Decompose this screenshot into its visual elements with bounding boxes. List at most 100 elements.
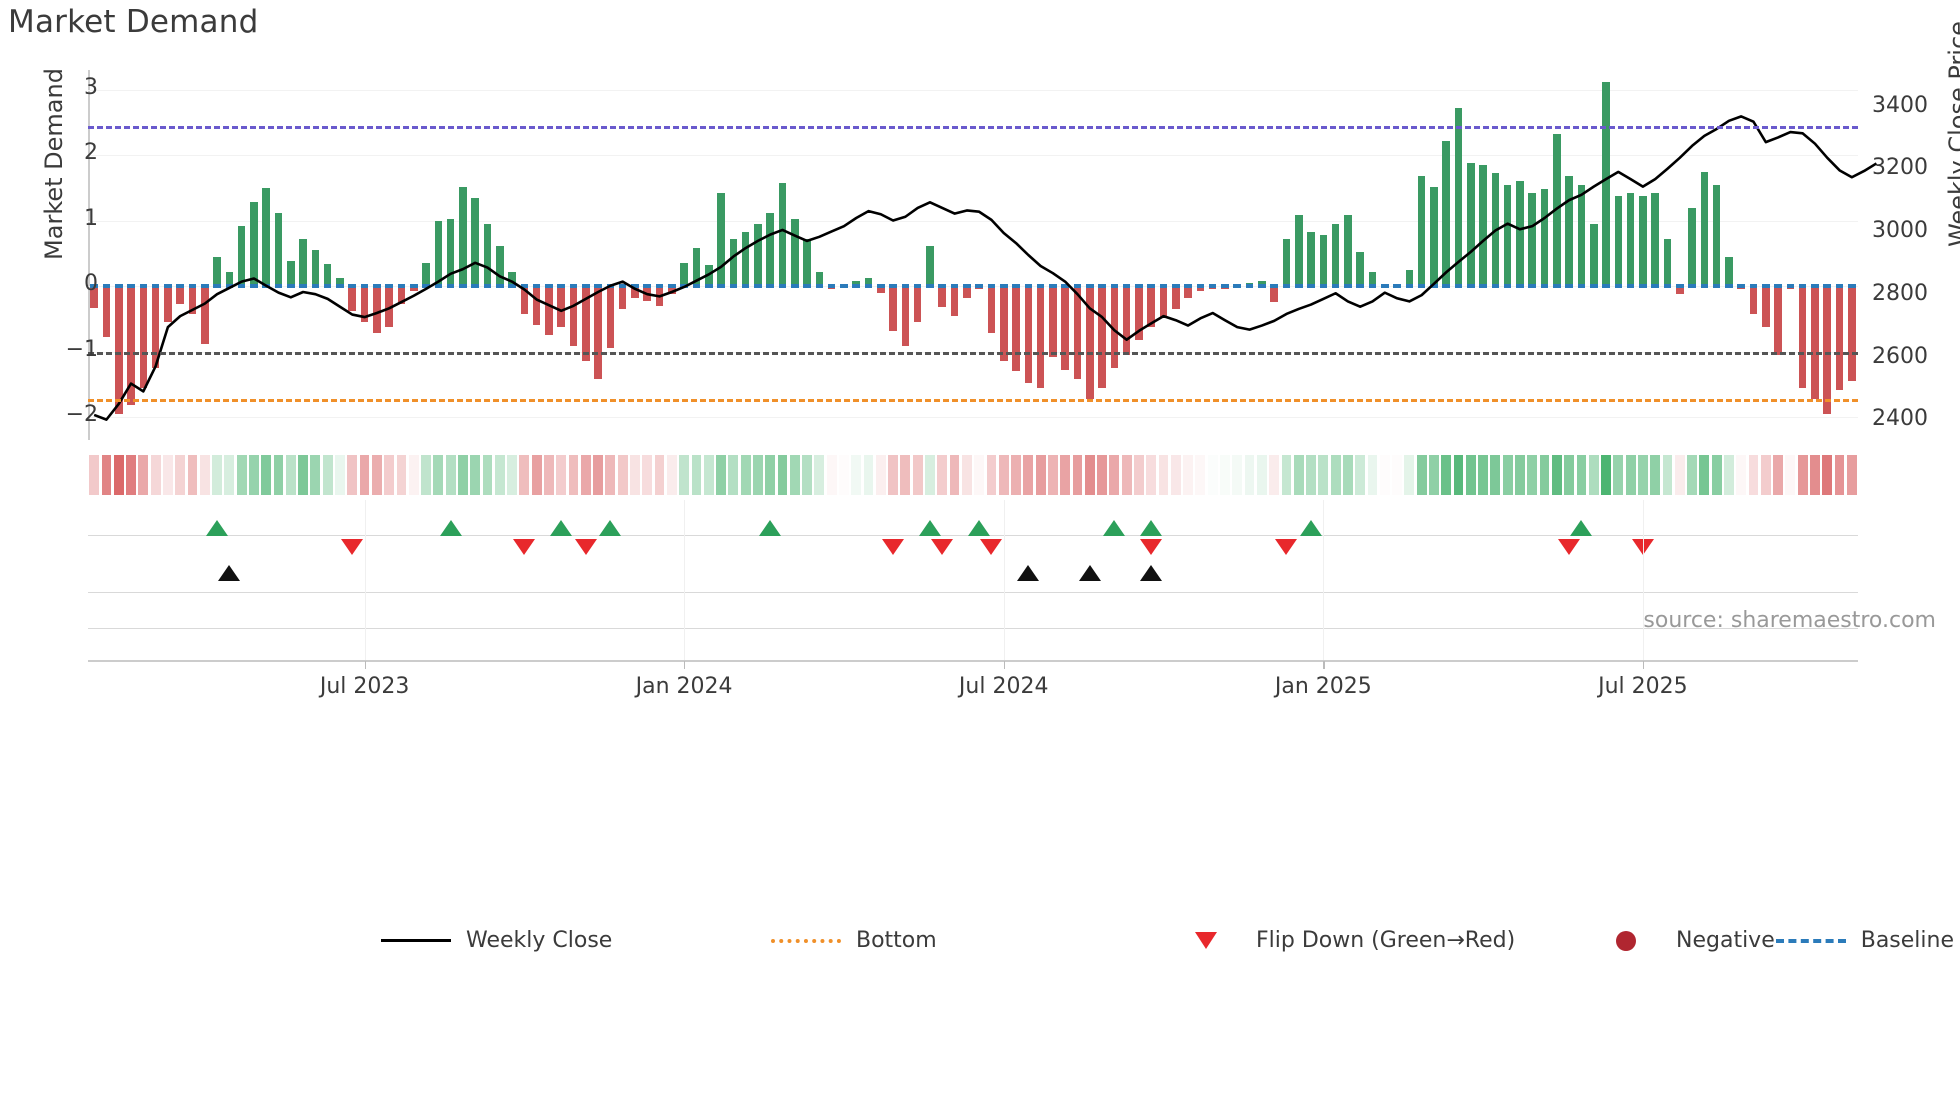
demand-bar	[483, 223, 492, 287]
demand-bar	[532, 286, 541, 326]
demand-bar	[741, 232, 750, 287]
flip-marker-row-line-2	[88, 592, 1858, 593]
heatmap-cell	[1662, 455, 1673, 495]
demand-bar	[631, 286, 639, 298]
baseline-stub	[213, 284, 221, 289]
y-tick-left--1: −1	[65, 336, 98, 362]
heatmap-cell	[494, 455, 505, 495]
demand-bar	[127, 286, 135, 406]
heatmap-cell	[1515, 455, 1525, 495]
legend-triangle-down-icon	[1170, 929, 1242, 953]
baseline-stub	[729, 284, 738, 289]
heatmap-cell	[507, 455, 517, 495]
demand-bar	[545, 286, 553, 336]
y-tick-right-3400: 3400	[1872, 92, 1928, 118]
heatmap-cell	[1072, 455, 1083, 495]
x-tick-mark	[1323, 661, 1325, 669]
demand-bar	[1811, 286, 1819, 399]
heatmap-cell	[384, 455, 395, 495]
flip-down-marker	[882, 539, 905, 555]
legend-item-label: Weekly Close	[466, 928, 613, 953]
baseline-stub	[766, 284, 774, 289]
heatmap-cell	[1551, 455, 1562, 495]
heatmap-cell	[1060, 455, 1071, 495]
demand-bar	[668, 286, 676, 294]
heatmap-cell	[998, 455, 1009, 495]
demand-bar	[618, 286, 627, 310]
flip-up-marker	[1570, 520, 1593, 536]
baseline-stub	[1405, 284, 1414, 289]
demand-bar	[1712, 184, 1721, 287]
source-note: source: sharemaestro.com	[1643, 608, 1936, 633]
heatmap-cell	[826, 455, 837, 495]
heatmap-cell	[175, 455, 186, 495]
heatmap-cell	[1650, 455, 1661, 495]
baseline-stub	[1503, 284, 1512, 289]
baseline-stub	[237, 284, 246, 289]
y-tick-right-2800: 2800	[1872, 280, 1928, 306]
baseline-stub	[827, 284, 836, 289]
heatmap-cell	[1785, 455, 1796, 495]
baseline-stub	[385, 284, 393, 289]
x-tick-mark	[1003, 661, 1006, 669]
baseline-stub	[557, 284, 566, 289]
demand-bar	[1577, 184, 1586, 287]
heatmap-cell	[1465, 455, 1476, 495]
heatmap-cell	[1158, 455, 1169, 495]
heatmap-cell	[1207, 455, 1218, 495]
heatmap-cell	[839, 455, 849, 495]
demand-bar	[1528, 193, 1537, 287]
heatmap-cell	[1810, 455, 1820, 495]
legend-item[interactable]: Weekly Close	[380, 925, 770, 956]
legend-item[interactable]: Bottom	[770, 925, 1170, 956]
baseline-stub	[864, 284, 873, 289]
heatmap-cell	[716, 455, 726, 495]
demand-bar	[422, 263, 430, 287]
flip-down-marker	[1275, 539, 1298, 555]
demand-bar	[926, 245, 934, 287]
baseline-stub	[1135, 284, 1143, 289]
heatmap-cell	[1773, 455, 1784, 495]
baseline-stub	[790, 284, 799, 289]
demand-bar	[446, 219, 455, 287]
heatmap-cell	[1674, 455, 1685, 495]
baseline-stub	[299, 284, 307, 289]
demand-bar	[1307, 232, 1315, 287]
baseline-stub	[1602, 284, 1610, 289]
legend-item[interactable]: Flip Down (Green→Red)	[1170, 925, 1590, 956]
demand-bar	[409, 286, 418, 292]
heatmap-cell	[1453, 455, 1464, 495]
baseline-stub	[1430, 284, 1438, 289]
flip-down-marker	[931, 539, 954, 555]
legend-item[interactable]: Negative	[1590, 925, 1775, 956]
demand-bar	[1700, 171, 1709, 287]
legend-item[interactable]: Baseline (0)	[1775, 925, 1960, 956]
demand-bar	[1147, 286, 1156, 327]
baseline-stub	[1651, 284, 1659, 289]
demand-bar	[1503, 184, 1512, 287]
baseline-stub	[1294, 284, 1303, 289]
heatmap-cell	[1121, 455, 1132, 495]
demand-bar	[1663, 238, 1672, 287]
y-tick-right-2400: 2400	[1872, 406, 1928, 432]
demand-bar	[348, 286, 357, 311]
demand-bar	[1848, 286, 1856, 382]
demand-bar	[1085, 286, 1094, 399]
y-tick-left-3: 3	[84, 74, 98, 100]
baseline-stub	[336, 284, 344, 289]
baseline-stub	[877, 284, 885, 289]
demand-bar	[176, 286, 184, 305]
demand-bar	[1626, 193, 1635, 287]
legend-item-label: Flip Down (Green→Red)	[1256, 928, 1516, 953]
demand-bar	[520, 286, 529, 314]
demand-bar	[434, 220, 443, 287]
heatmap-cell	[1146, 455, 1157, 495]
left-axis-spine	[88, 70, 90, 440]
baseline-stub	[999, 284, 1008, 289]
heatmap-cell	[875, 455, 886, 495]
baseline-stub	[1700, 284, 1709, 289]
baseline-stub	[643, 284, 652, 289]
gridline-y-0	[88, 286, 1858, 288]
baseline-stub	[1491, 284, 1500, 289]
baseline-stub	[1110, 284, 1119, 289]
